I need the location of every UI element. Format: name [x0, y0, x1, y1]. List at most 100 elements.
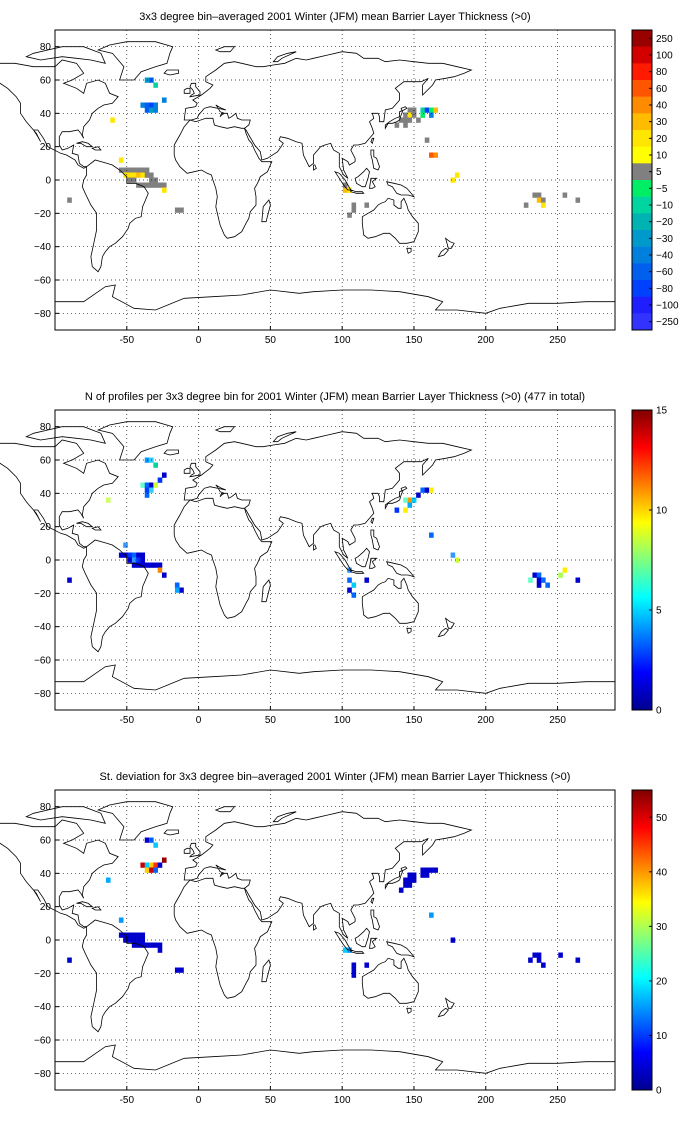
bin-cell	[420, 112, 426, 118]
bin-cell	[149, 107, 154, 113]
bin-cell	[149, 172, 154, 178]
bin-cell	[157, 947, 163, 953]
bin-cell	[140, 932, 146, 938]
colorbar-label: −30	[656, 234, 673, 245]
x-tick-label: 100	[334, 715, 351, 726]
coastline	[261, 959, 271, 983]
bin-cell	[536, 192, 542, 198]
bin-cell	[127, 552, 133, 558]
bin-cell	[528, 957, 533, 963]
bin-cell	[407, 117, 413, 123]
bin-cell	[541, 202, 546, 208]
bin-cell	[153, 182, 158, 188]
bin-cell	[157, 942, 163, 948]
bin-cell	[536, 572, 542, 578]
coastline	[96, 41, 174, 81]
colorbar-swatch	[632, 263, 652, 281]
bin-cell	[140, 942, 146, 948]
bin-cell	[131, 562, 137, 568]
coastline	[354, 547, 370, 568]
y-tick-label: 40	[40, 489, 52, 500]
colorbar-label: −60	[656, 267, 673, 278]
coastline	[361, 577, 419, 624]
colorbar: 50 40 30 20 10 0	[631, 789, 668, 1097]
bin-cell	[450, 937, 456, 943]
grid-lines	[55, 790, 615, 1090]
bin-cell	[424, 867, 430, 873]
coastline	[0, 819, 119, 929]
x-tick-label: 150	[406, 335, 423, 346]
y-tick-label: −20	[34, 209, 51, 220]
bin-cell	[136, 552, 141, 558]
bin-cell	[136, 172, 141, 178]
coastline	[173, 117, 273, 239]
coastline	[370, 529, 380, 551]
x-tick-label: 250	[549, 715, 566, 726]
colorbar-label: 80	[656, 67, 668, 78]
coastline	[350, 569, 365, 574]
coastline	[183, 87, 191, 94]
coastline	[76, 141, 94, 148]
colorbar-swatch	[632, 46, 652, 64]
bin-cell	[153, 107, 158, 113]
x-tick-label: -50	[120, 715, 135, 726]
colorbar-swatch	[632, 230, 652, 247]
bin-cell	[407, 877, 413, 883]
coastline	[370, 909, 380, 931]
coastline	[173, 497, 273, 619]
coastline	[183, 431, 473, 559]
coastline	[350, 949, 365, 954]
coastline	[261, 579, 271, 603]
bin-cell	[394, 122, 400, 128]
bin-cell	[144, 107, 150, 113]
colorbar-label: 20	[656, 134, 668, 145]
bin-cell	[127, 937, 133, 943]
coastline	[183, 467, 191, 474]
bin-cell	[153, 942, 158, 948]
coastline	[76, 901, 94, 908]
x-tick-label: 50	[265, 715, 277, 726]
bin-cell	[424, 487, 430, 493]
bin-cell	[131, 172, 137, 178]
bin-cell	[144, 562, 150, 568]
bin-cell	[174, 207, 180, 213]
panel-title: St. deviation for 3x3 degree bin–average…	[99, 771, 571, 783]
bin-cell	[429, 532, 434, 538]
bin-cell	[342, 947, 348, 953]
bin-cell	[351, 582, 357, 588]
coastline	[261, 199, 271, 223]
y-tick-label: 20	[40, 522, 52, 533]
bin-cell	[136, 557, 141, 563]
bin-cell	[433, 152, 438, 158]
bin-cell	[351, 962, 357, 968]
panel-profile-count: N of profiles per 3x3 degree bin for 200…	[0, 380, 696, 760]
coastline	[350, 189, 365, 194]
coastline	[81, 919, 149, 1033]
bin-cell	[429, 152, 434, 158]
colorbar-frame	[631, 789, 653, 1091]
colorbar-label: 60	[656, 84, 668, 95]
bin-cell	[416, 117, 421, 123]
bin-cell	[140, 552, 146, 558]
bin-cell	[575, 577, 581, 583]
coastline	[81, 539, 149, 653]
bin-cell	[351, 972, 357, 978]
coastline	[183, 51, 473, 179]
bin-cell	[407, 497, 413, 503]
bin-cell	[127, 172, 133, 178]
bin-cell	[433, 107, 438, 113]
y-tick-label: 20	[40, 902, 52, 913]
y-tick-label: 0	[45, 176, 51, 187]
bin-cell	[528, 577, 533, 583]
bin-cell	[127, 557, 133, 563]
colorbar: 15 10 5 0	[631, 406, 668, 717]
bin-cell	[131, 177, 137, 183]
bin-cell	[179, 587, 184, 593]
bin-cell	[454, 557, 460, 563]
bin-cell	[157, 862, 163, 868]
colorbar-label: −20	[656, 217, 673, 228]
coastline	[214, 806, 236, 813]
colorbar-swatch	[632, 213, 652, 231]
bin-cell	[532, 572, 538, 578]
bin-cell	[144, 482, 150, 488]
